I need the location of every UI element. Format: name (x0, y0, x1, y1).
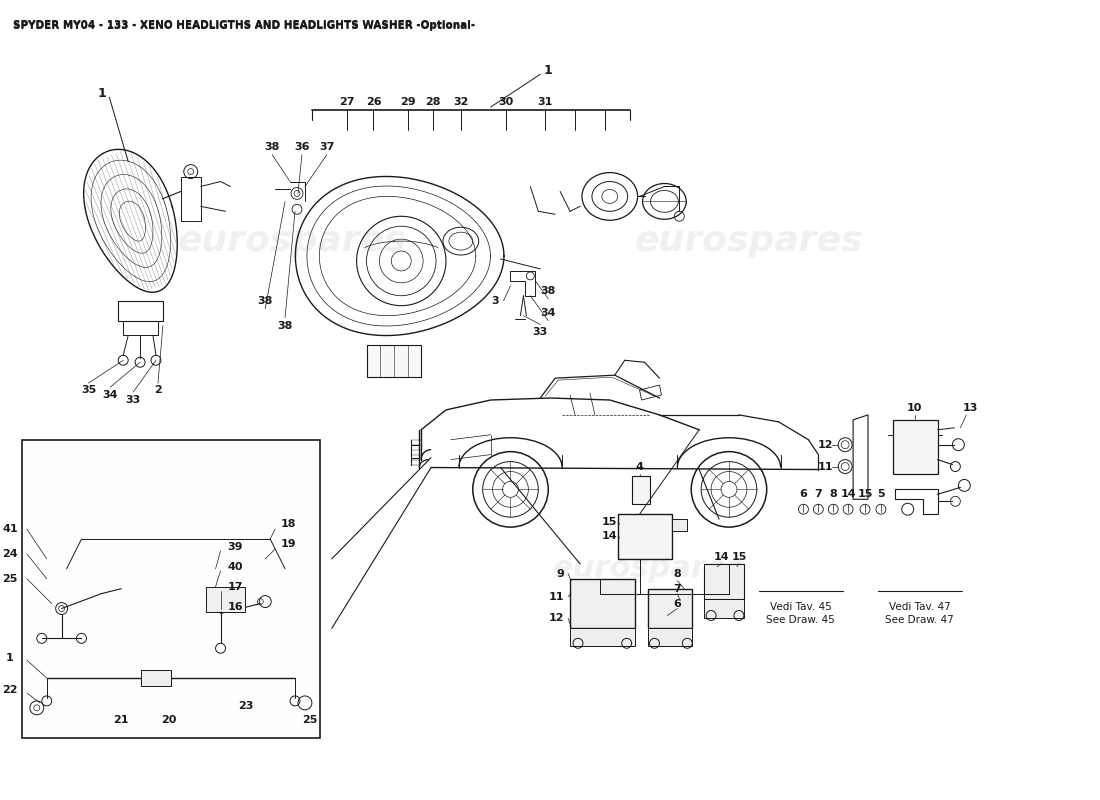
Text: 36: 36 (294, 142, 310, 152)
Text: 17: 17 (228, 582, 243, 592)
Text: Vedi Tav. 47: Vedi Tav. 47 (889, 602, 950, 611)
Text: 7: 7 (673, 584, 681, 594)
Text: 14: 14 (713, 552, 729, 562)
Text: 27: 27 (339, 97, 354, 107)
Text: See Draw. 47: See Draw. 47 (886, 615, 954, 626)
Text: 26: 26 (365, 97, 382, 107)
Text: Vedi Tav. 45: Vedi Tav. 45 (770, 602, 832, 611)
Text: 38: 38 (540, 286, 556, 296)
Bar (704, 598, 744, 618)
Text: 16: 16 (228, 602, 243, 611)
Text: 15: 15 (602, 517, 617, 527)
Text: 40: 40 (228, 562, 243, 572)
Bar (570, 578, 635, 629)
Bar (631, 477, 649, 504)
Text: 28: 28 (426, 97, 441, 107)
Text: 8: 8 (829, 490, 837, 499)
Text: 33: 33 (532, 327, 548, 338)
Text: 10: 10 (908, 403, 923, 413)
Text: 15: 15 (732, 552, 747, 562)
Text: 1: 1 (98, 86, 107, 100)
Text: SPYDER MY04 - 133 - XENO HEADLIGTHS AND HEADLIGHTS WASHER -Optional-: SPYDER MY04 - 133 - XENO HEADLIGTHS AND … (13, 21, 475, 30)
Text: 41: 41 (2, 524, 18, 534)
Text: 12: 12 (549, 614, 564, 623)
Bar (672, 519, 688, 531)
Text: 1: 1 (7, 653, 14, 663)
Text: 29: 29 (400, 97, 416, 107)
Text: 4: 4 (636, 462, 644, 471)
Text: 11: 11 (549, 592, 564, 602)
Text: 33: 33 (125, 395, 141, 405)
Text: 15: 15 (857, 490, 872, 499)
Bar (618, 514, 672, 559)
Text: 39: 39 (228, 542, 243, 552)
Text: 2: 2 (154, 385, 162, 395)
Bar (22, 440, 320, 738)
Bar (704, 564, 744, 598)
Text: 8: 8 (673, 569, 681, 578)
Text: 9: 9 (557, 569, 564, 578)
Text: 37: 37 (319, 142, 334, 152)
Text: 3: 3 (492, 296, 499, 306)
Bar (648, 629, 692, 646)
Text: 21: 21 (113, 714, 129, 725)
Text: eurospares: eurospares (107, 554, 299, 583)
Text: 38: 38 (264, 142, 279, 152)
Bar (648, 589, 692, 629)
Bar (570, 629, 635, 646)
Text: 25: 25 (302, 714, 318, 725)
Text: 11: 11 (817, 462, 833, 471)
Text: 20: 20 (162, 714, 177, 725)
Text: 19: 19 (280, 539, 296, 549)
Text: 12: 12 (817, 440, 833, 450)
Text: 38: 38 (277, 321, 293, 330)
Text: SPYDER MY04 - 133 - XENO HEADLIGTHS AND HEADLIGHTS WASHER -Optional-: SPYDER MY04 - 133 - XENO HEADLIGTHS AND … (13, 20, 475, 30)
Text: 31: 31 (538, 97, 553, 107)
Text: 1: 1 (543, 64, 552, 77)
Bar (206, 586, 245, 611)
Text: See Draw. 45: See Draw. 45 (766, 615, 835, 626)
Text: 22: 22 (2, 685, 18, 695)
Text: 34: 34 (540, 308, 556, 318)
Text: 30: 30 (498, 97, 514, 107)
Text: 6: 6 (800, 490, 807, 499)
Text: 24: 24 (2, 549, 18, 559)
Text: 7: 7 (814, 490, 822, 499)
Text: 14: 14 (840, 490, 856, 499)
Text: eurospares: eurospares (635, 224, 864, 258)
Text: 13: 13 (962, 403, 978, 413)
Text: 5: 5 (877, 490, 884, 499)
Bar (366, 346, 421, 377)
Text: 34: 34 (102, 390, 118, 400)
Text: 18: 18 (280, 519, 296, 529)
Text: 32: 32 (453, 97, 469, 107)
Text: 25: 25 (2, 574, 18, 584)
Text: eurospares: eurospares (553, 554, 746, 583)
Text: 6: 6 (673, 598, 681, 609)
Text: eurospares: eurospares (178, 224, 406, 258)
Bar (141, 670, 170, 686)
Text: 14: 14 (602, 531, 617, 541)
Text: 38: 38 (257, 296, 273, 306)
Text: 35: 35 (80, 385, 96, 395)
Text: 23: 23 (238, 701, 253, 711)
Bar (893, 420, 937, 474)
